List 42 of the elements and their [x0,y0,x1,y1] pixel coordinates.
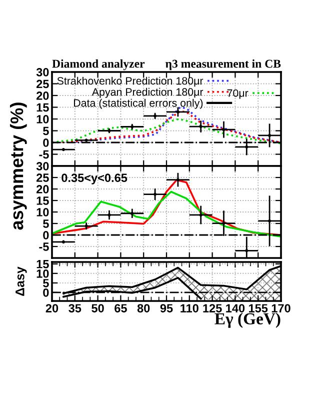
x-axis-title: Eγ (GeV) [214,312,280,328]
y-tick-label: 15 [36,196,49,205]
y-axis-title: Δasy [16,266,27,296]
y-tick-label: 5 [43,279,49,288]
y-tick-label: 20 [36,92,49,100]
y-tick-label: 25 [36,80,49,88]
legend-label: Apyan Prediction 180μr [92,88,204,98]
x-tick-label: 110 [180,304,198,312]
x-tick-label: 80 [137,304,150,312]
y-tick-label: -5 [39,242,49,251]
y-tick-label: 0 [43,288,49,297]
line-series [52,190,281,238]
y-tick-label: 10 [36,208,49,216]
x-tick-label: 65 [114,304,127,312]
y-tick-label: 5 [43,220,49,228]
y-tick-label: 10 [36,269,49,278]
y-tick-label: 0 [43,138,49,147]
x-tick-label: 125 [203,304,222,312]
y-tick-label: 30 [36,162,49,170]
y-tick-label: -5 [39,150,49,159]
x-tick-label: 155 [248,304,268,312]
y-tick-label: 25 [36,174,49,182]
y-tick-label: 15 [36,103,49,112]
y-tick-label: 20 [36,185,49,194]
chart-subtitle: η3 measurement in CB [165,59,281,70]
y-axis-title: asymmetry (%) [10,102,27,230]
x-tick-label: 140 [226,304,245,312]
line-series [52,118,281,144]
x-tick-label: 35 [68,304,82,312]
y-tick-label: 5 [43,126,49,136]
legend-label: 70μr [227,89,248,99]
chart-title: Diamond analyzer [52,59,145,70]
x-tick-label: 50 [92,304,104,312]
y-tick-label: 10 [36,115,49,124]
legend-label: Data (statistical errors only) [74,98,203,109]
x-tick-label: 170 [272,304,290,312]
y-tick-label: 0 [43,231,49,240]
x-tick-label: 95 [160,304,173,312]
y-tick-label: 30 [36,68,49,76]
annotation: 0.35<y<0.65 [62,174,128,184]
y-tick-label: 15 [36,260,49,268]
legend-label: Strakhovenko Prediction 180μr [57,76,204,87]
